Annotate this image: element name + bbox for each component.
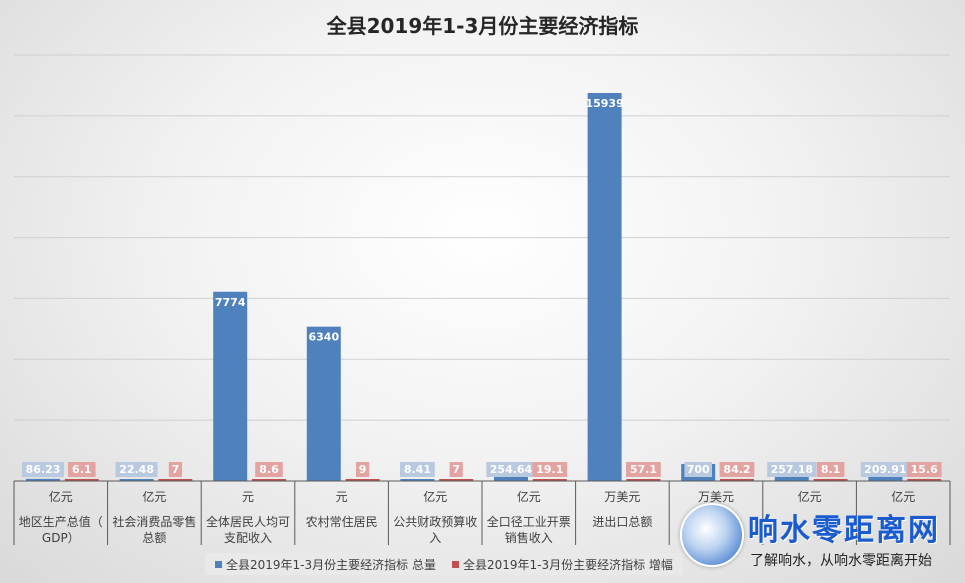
data-label-growth: 7 [172,463,180,476]
bar-total [306,326,341,481]
data-label-total: 700 [687,463,710,476]
legend-swatch-growth [451,560,459,568]
bar-growth [532,479,567,481]
bar-total [213,291,248,481]
data-label-bg [449,462,463,477]
watermark: 响水零距离网 了解响水，从响水零距离开始 [670,495,965,583]
category-label: 农村常住居民 [306,515,378,529]
category-label: 地区生产总值（ [19,514,103,529]
data-label-growth: 57.1 [630,463,657,476]
category-unit: 元 [336,490,348,504]
category-label: 入 [429,531,441,545]
category-unit: 元 [242,490,254,504]
bar-growth [907,479,942,481]
data-label-growth: 8.6 [259,463,279,476]
bar-total [119,479,154,481]
data-label-total: 7774 [215,296,246,309]
category-label: 全体居民人均可 [206,514,290,529]
category-label: 全口径工业开票 [487,514,571,529]
data-label-growth: 15.6 [911,463,938,476]
bar-total [26,478,60,481]
data-label-bg [684,462,712,477]
data-label-bg [906,462,942,477]
bar-growth [720,478,754,481]
data-label-bg [356,462,370,477]
data-label-total: 254.64 [490,463,533,476]
data-label-bg [767,462,817,477]
data-label-total: 257.18 [771,463,813,476]
bar-growth [64,479,99,481]
category-unit: 亿元 [49,489,73,504]
data-label-total: 6340 [308,331,339,344]
data-label-bg [115,462,158,477]
bar-growth [439,479,474,481]
bar-growth [345,479,380,481]
category-unit: 亿元 [423,489,447,504]
data-label-growth: 84.2 [723,463,750,476]
data-label-total: 22.48 [119,463,154,476]
category-label: 进出口总额 [592,515,652,529]
legend-item-growth: 全县2019年1-3月份主要经济指标 增幅 [451,556,673,573]
legend: 全县2019年1-3月份主要经济指标 总量 全县2019年1-3月份主要经济指标… [205,553,683,575]
data-label-growth: 8.1 [821,463,841,476]
bar-total [868,475,903,481]
watermark-title: 响水零距离网 [748,513,940,548]
category-label: 销售收入 [505,530,553,545]
legend-swatch-total [215,560,222,568]
data-label-growth: 7 [452,463,460,476]
data-label-bg [532,462,568,477]
data-label-bg [68,462,96,477]
legend-label-growth: 全县2019年1-3月份主要经济指标 增幅 [462,557,673,572]
bar-total [774,474,809,481]
data-label-bg [486,462,536,477]
chart-title: 全县2019年1-3月份主要经济指标 [326,14,639,38]
bar-growth [813,479,848,481]
category-label: 公共财政预算收 [393,514,477,529]
data-label-bg [626,462,661,477]
category-unit: 亿元 [142,489,166,504]
category-unit: 亿元 [798,489,822,504]
data-label-total: 8.41 [404,463,431,476]
data-label-bg [168,462,182,477]
data-label-total: 209.91 [864,463,906,476]
data-label-bg [816,462,845,477]
data-label-total: 15939 [585,97,623,110]
legend-item-total: 全县2019年1-3月份主要经济指标 总量 [215,556,436,573]
data-label-bg [22,462,64,477]
data-label-bg [860,462,910,477]
legend-label-total: 全县2019年1-3月份主要经济指标 总量 [226,557,436,572]
data-label-growth: 6.1 [72,463,92,476]
category-label: 支配收入 [224,531,272,545]
bar-growth [158,479,193,481]
data-label-bg [400,462,435,477]
category-unit: 万美元 [698,490,734,504]
data-label-total: 86.23 [26,463,61,476]
category-label: GDP） [42,531,80,545]
bar-total [400,479,435,481]
bar-total [494,474,528,481]
data-label-bg [719,462,755,477]
category-label: 总额 [142,531,166,545]
bar-total [587,92,622,481]
data-label-growth: 9 [359,463,367,476]
data-label-bg [255,462,283,477]
category-label: 社会消费品零售 [112,514,196,529]
bar-growth [626,479,661,481]
category-unit: 亿元 [891,489,915,504]
category-unit: 万美元 [604,490,640,504]
watermark-logo-icon [680,503,744,567]
bar-growth [252,479,286,481]
category-unit: 亿元 [517,489,541,504]
watermark-subtitle: 了解响水，从响水零距离开始 [750,553,932,569]
data-label-growth: 19.1 [536,463,563,476]
